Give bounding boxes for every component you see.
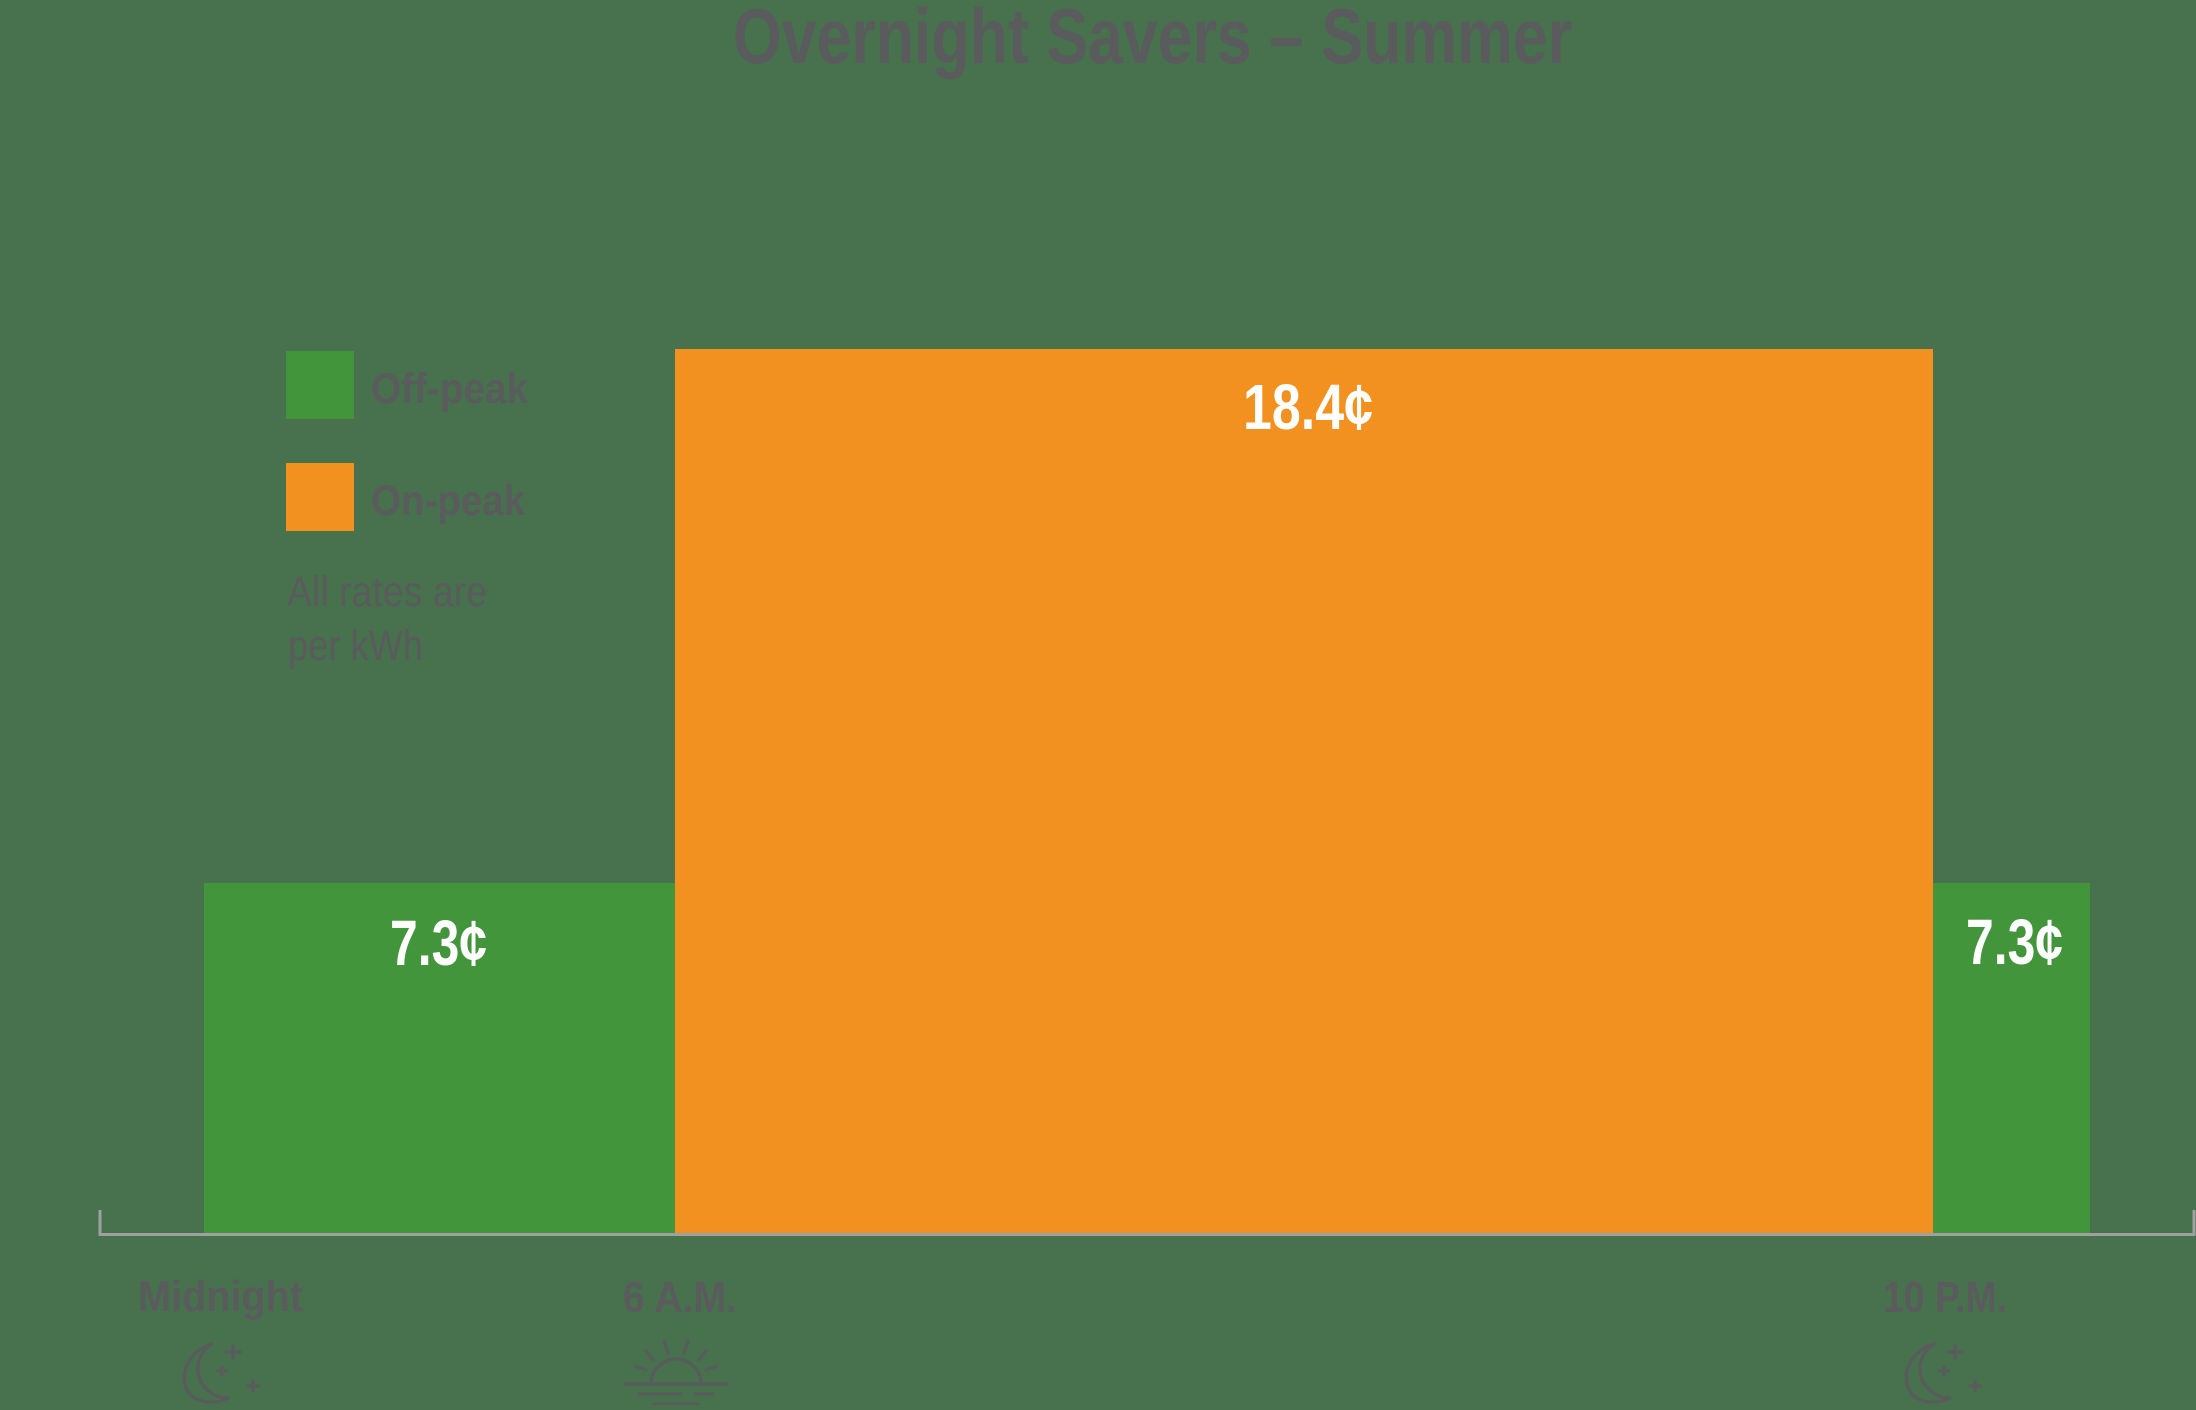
- moon-stars-icon: [1904, 1342, 1982, 1404]
- moon-stars-icon: [182, 1342, 260, 1404]
- sunrise-icon: [623, 1339, 729, 1406]
- legend-swatch-on-peak: [286, 463, 354, 531]
- rates-note-line2: per kWh: [288, 622, 423, 670]
- bar-on-peak-day: [675, 349, 1933, 1234]
- x-tick-label-midnight: Midnight: [138, 1272, 303, 1321]
- x-axis: [98, 1210, 2196, 1236]
- rates-note-line1: All rates are: [287, 568, 487, 616]
- legend-swatch-off-peak: [286, 351, 354, 419]
- legend-label-off-peak: Off-peak: [371, 365, 528, 413]
- bars: [204, 349, 2090, 1234]
- chart-title: Overnight Savers – Summer: [733, 0, 1572, 80]
- legend: Off-peak On-peak All rates are per kWh: [286, 351, 528, 670]
- bar-value-label-1: 7.3¢: [390, 907, 487, 979]
- bar-value-label-2: 18.4¢: [1243, 371, 1373, 443]
- x-tick-label-10pm: 10 P.M.: [1883, 1273, 2007, 1322]
- bar-value-label-3: 7.3¢: [1966, 906, 2063, 978]
- x-tick-label-6am: 6 A.M.: [623, 1273, 737, 1322]
- legend-label-on-peak: On-peak: [371, 477, 525, 525]
- bar-off-peak-evening: [1933, 883, 2090, 1234]
- x-axis-line: [98, 1210, 2196, 1236]
- bar-off-peak-overnight: [204, 883, 676, 1234]
